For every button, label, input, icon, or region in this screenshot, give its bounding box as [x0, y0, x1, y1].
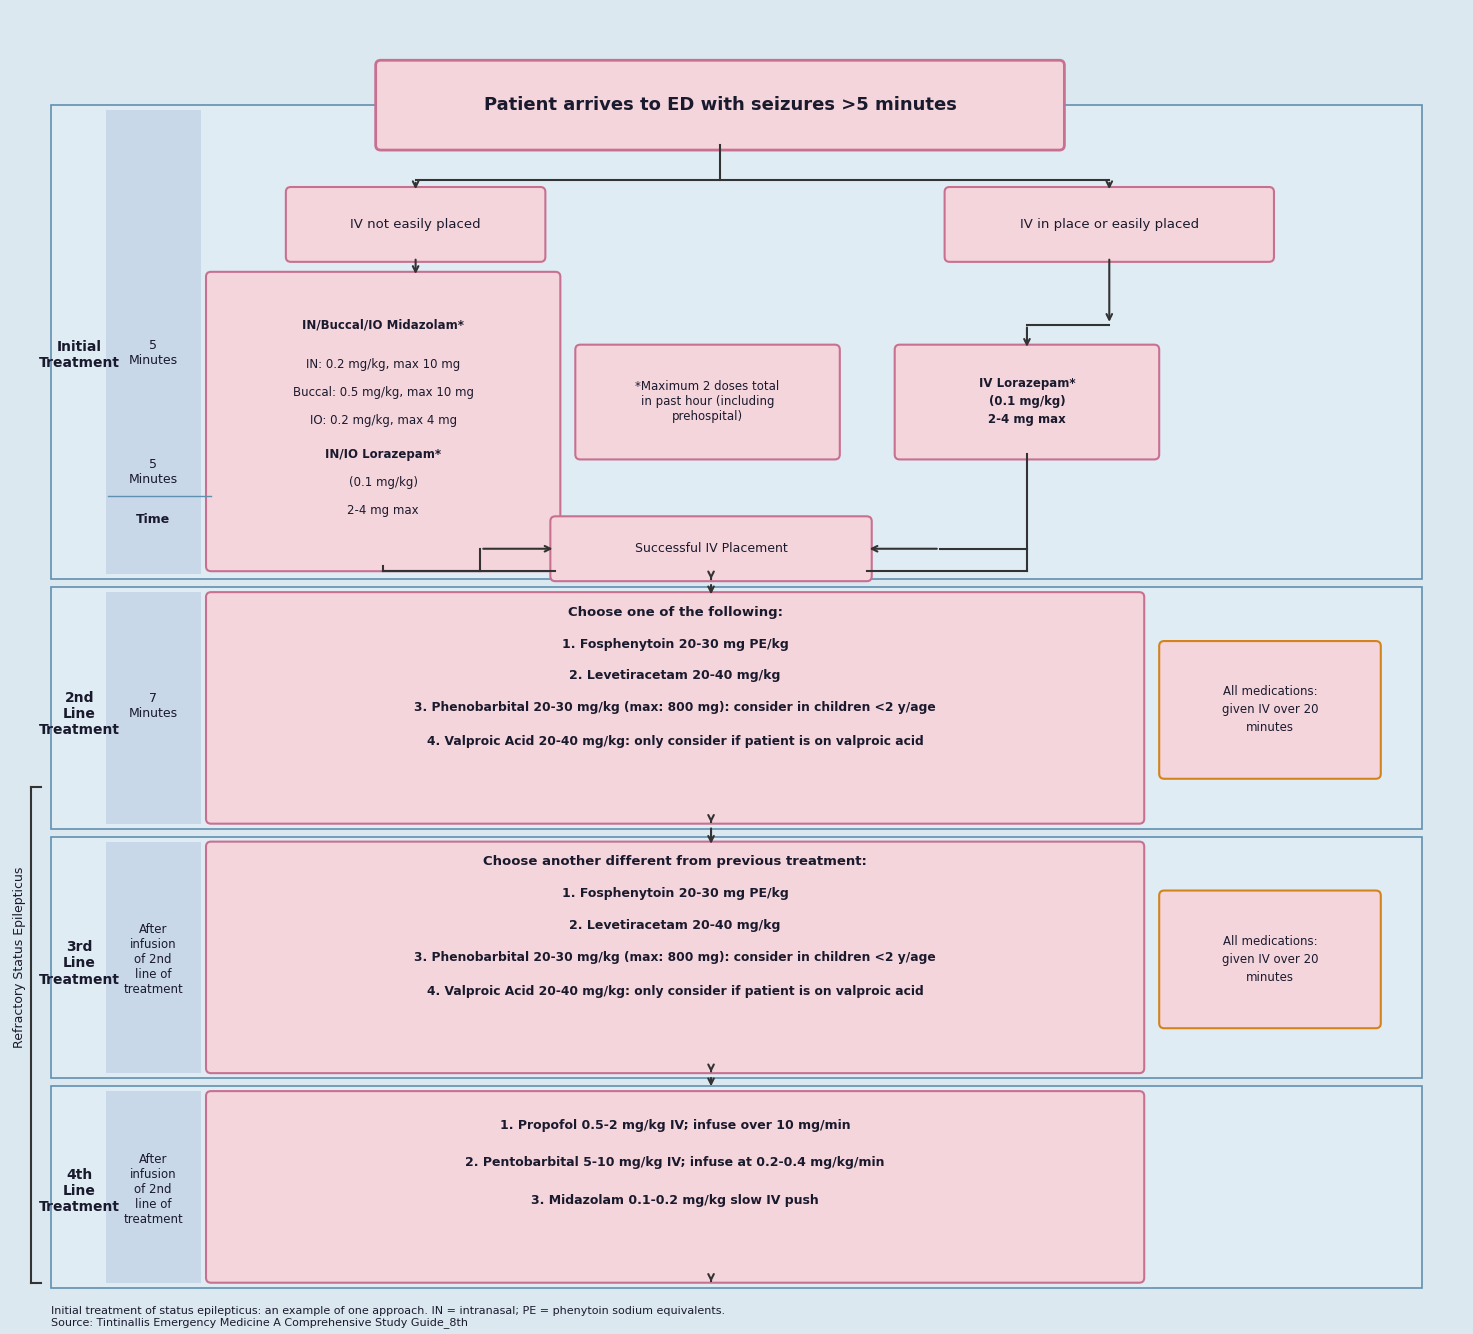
Text: Choose another different from previous treatment:: Choose another different from previous t… [483, 855, 868, 868]
FancyBboxPatch shape [551, 516, 872, 582]
Text: 2. Levetiracetam 20-40 mg/kg: 2. Levetiracetam 20-40 mg/kg [570, 919, 781, 932]
Text: IO: 0.2 mg/kg, max 4 mg: IO: 0.2 mg/kg, max 4 mg [309, 414, 457, 427]
FancyBboxPatch shape [206, 272, 560, 571]
FancyBboxPatch shape [206, 1091, 1145, 1283]
Text: IN/Buccal/IO Midazolam*: IN/Buccal/IO Midazolam* [302, 319, 464, 331]
Text: 3rd
Line
Treatment: 3rd Line Treatment [38, 940, 119, 987]
Text: 2. Pentobarbital 5-10 mg/kg IV; infuse at 0.2-0.4 mg/kg/min: 2. Pentobarbital 5-10 mg/kg IV; infuse a… [465, 1157, 885, 1170]
FancyBboxPatch shape [894, 344, 1159, 459]
Text: Time: Time [136, 512, 171, 526]
Text: 3. Phenobarbital 20-30 mg/kg (max: 800 mg): consider in children <2 y/age: 3. Phenobarbital 20-30 mg/kg (max: 800 m… [414, 702, 935, 715]
Text: Source: Tintinallis Emergency Medicine A Comprehensive Study Guide_8th: Source: Tintinallis Emergency Medicine A… [52, 1317, 468, 1329]
Text: Buccal: 0.5 mg/kg, max 10 mg: Buccal: 0.5 mg/kg, max 10 mg [293, 386, 474, 399]
Text: 4th
Line
Treatment: 4th Line Treatment [38, 1167, 119, 1214]
FancyBboxPatch shape [1159, 642, 1380, 779]
Text: After
infusion
of 2nd
line of
treatment: After infusion of 2nd line of treatment [124, 1154, 183, 1226]
Text: 1. Propofol 0.5-2 mg/kg IV; infuse over 10 mg/min: 1. Propofol 0.5-2 mg/kg IV; infuse over … [499, 1118, 850, 1131]
FancyBboxPatch shape [52, 105, 1421, 579]
Text: 2nd
Line
Treatment: 2nd Line Treatment [38, 691, 119, 738]
Text: (0.1 mg/kg): (0.1 mg/kg) [349, 476, 418, 488]
FancyBboxPatch shape [16, 25, 1457, 1307]
Text: Choose one of the following:: Choose one of the following: [567, 606, 782, 619]
FancyBboxPatch shape [106, 1091, 200, 1283]
Text: Initial treatment of status epilepticus: an example of one approach. IN = intran: Initial treatment of status epilepticus:… [52, 1306, 725, 1315]
Text: Initial
Treatment: Initial Treatment [38, 340, 119, 370]
Text: After
infusion
of 2nd
line of
treatment: After infusion of 2nd line of treatment [124, 923, 183, 996]
FancyBboxPatch shape [1159, 891, 1380, 1029]
Text: All medications:
given IV over 20
minutes: All medications: given IV over 20 minute… [1221, 686, 1318, 735]
Text: 3. Midazolam 0.1-0.2 mg/kg slow IV push: 3. Midazolam 0.1-0.2 mg/kg slow IV push [532, 1194, 819, 1207]
Text: 1. Fosphenytoin 20-30 mg PE/kg: 1. Fosphenytoin 20-30 mg PE/kg [561, 638, 788, 651]
Text: 7
Minutes: 7 Minutes [128, 692, 178, 720]
Text: Refractory Status Epilepticus: Refractory Status Epilepticus [13, 867, 27, 1049]
Text: IV in place or easily placed: IV in place or easily placed [1019, 217, 1199, 231]
FancyBboxPatch shape [206, 592, 1145, 823]
Text: 5
Minutes: 5 Minutes [128, 339, 178, 367]
FancyBboxPatch shape [52, 1086, 1421, 1287]
Text: 4. Valproic Acid 20-40 mg/kg: only consider if patient is on valproic acid: 4. Valproic Acid 20-40 mg/kg: only consi… [427, 984, 924, 998]
Text: 4. Valproic Acid 20-40 mg/kg: only consider if patient is on valproic acid: 4. Valproic Acid 20-40 mg/kg: only consi… [427, 735, 924, 748]
FancyBboxPatch shape [106, 842, 200, 1073]
Text: 1. Fosphenytoin 20-30 mg PE/kg: 1. Fosphenytoin 20-30 mg PE/kg [561, 887, 788, 900]
FancyBboxPatch shape [52, 587, 1421, 828]
Text: *Maximum 2 doses total
in past hour (including
prehospital): *Maximum 2 doses total in past hour (inc… [635, 380, 779, 423]
Text: Successful IV Placement: Successful IV Placement [635, 542, 788, 555]
Text: IV not easily placed: IV not easily placed [351, 217, 480, 231]
Text: 2-4 mg max: 2-4 mg max [348, 504, 418, 516]
FancyBboxPatch shape [106, 592, 200, 823]
Text: 3. Phenobarbital 20-30 mg/kg (max: 800 mg): consider in children <2 y/age: 3. Phenobarbital 20-30 mg/kg (max: 800 m… [414, 951, 935, 964]
FancyBboxPatch shape [944, 187, 1274, 261]
FancyBboxPatch shape [376, 60, 1065, 151]
FancyBboxPatch shape [52, 836, 1421, 1078]
FancyBboxPatch shape [206, 842, 1145, 1073]
FancyBboxPatch shape [106, 111, 200, 574]
Text: IN/IO Lorazepam*: IN/IO Lorazepam* [326, 448, 442, 462]
Text: IV Lorazepam*
(0.1 mg/kg)
2-4 mg max: IV Lorazepam* (0.1 mg/kg) 2-4 mg max [978, 378, 1075, 426]
Text: All medications:
given IV over 20
minutes: All medications: given IV over 20 minute… [1221, 935, 1318, 984]
FancyBboxPatch shape [286, 187, 545, 261]
FancyBboxPatch shape [576, 344, 840, 459]
Text: 5
Minutes: 5 Minutes [128, 459, 178, 487]
Text: Patient arrives to ED with seizures >5 minutes: Patient arrives to ED with seizures >5 m… [483, 96, 956, 115]
Text: IN: 0.2 mg/kg, max 10 mg: IN: 0.2 mg/kg, max 10 mg [306, 358, 460, 371]
Text: 2. Levetiracetam 20-40 mg/kg: 2. Levetiracetam 20-40 mg/kg [570, 670, 781, 683]
